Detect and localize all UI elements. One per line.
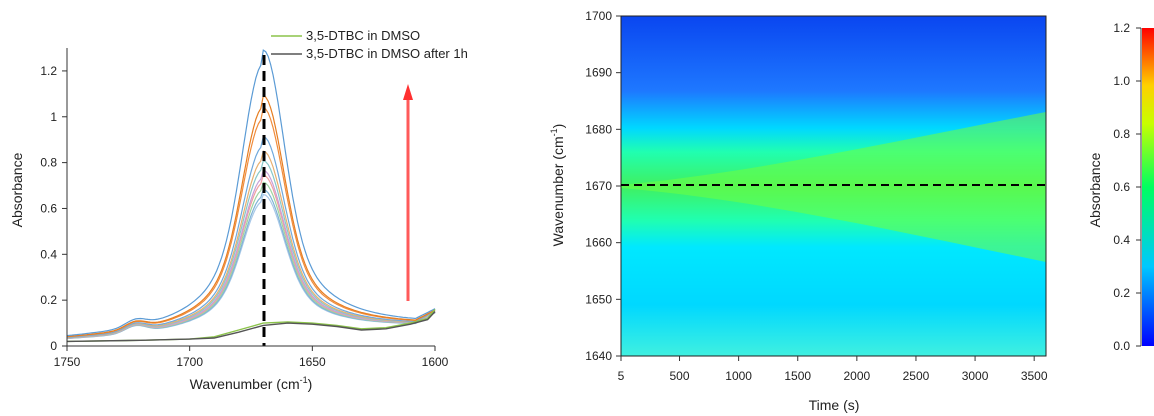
c1-x-tick-label: 1650	[299, 355, 326, 369]
c2-y-ticks: 1640 1650 1660 1670 1680 1690 1700	[585, 9, 621, 363]
colorbar-tick-label: 0.4	[1113, 233, 1130, 247]
c2-x-tick-label: 2500	[903, 369, 930, 383]
spectra-chart: 1750 1700 1650 1600 0 0.2 0.4 0.6 0.8 1 1.2 Waven…	[9, 28, 468, 392]
c1-legend: 3,5-DTBC in DMSO 3,5-DTBC in DMSO after …	[271, 28, 468, 61]
c2-x-tick-label: 1000	[725, 369, 752, 383]
kinetic-spectrum-line	[66, 49, 436, 337]
colorbar-ticks: 0.0 0.2 0.4 0.6 0.8 1.0 1.2	[1113, 21, 1141, 353]
spectra-series-group	[66, 49, 436, 343]
colorbar: 0.0 0.2 0.4 0.6 0.8 1.0 1.2 Absorbance	[1087, 21, 1154, 353]
colorbar-gradient	[1142, 28, 1154, 346]
colorbar-tick-label: 0.8	[1113, 127, 1130, 141]
c1-x-ticks: 1750 1700 1650 1600	[54, 346, 449, 369]
c2-x-tick-label: 500	[670, 369, 690, 383]
reference-series-line	[66, 311, 436, 343]
legend-label-2: 3,5-DTBC in DMSO after 1h	[306, 46, 468, 61]
c2-x-tick-label: 1500	[784, 369, 811, 383]
c2-y-axis-title: Wavenumber (cm-1)	[549, 124, 566, 247]
growth-arrow	[403, 84, 413, 301]
kinetic-spectrum-line	[66, 160, 436, 339]
c1-y-axis-title: Absorbance	[9, 152, 25, 227]
kinetic-spectrum-line	[66, 169, 436, 339]
c1-x-tick-label: 1600	[422, 355, 449, 369]
c2-x-tick-label: 3500	[1021, 369, 1048, 383]
colorbar-tick-label: 0.6	[1113, 180, 1130, 194]
kinetic-spectrum-line	[66, 94, 436, 338]
c2-y-tick-label: 1690	[585, 66, 612, 80]
c2-y-tick-label: 1660	[585, 236, 612, 250]
c2-x-ticks: 5 500 1000 1500 2000 2500 3000 3500	[618, 356, 1048, 383]
c1-y-tick-label: 1.2	[40, 64, 57, 78]
c1-y-tick-label: 0.8	[40, 156, 57, 170]
colorbar-tick-label: 0.0	[1113, 339, 1130, 353]
c1-x-tick-label: 1750	[54, 355, 81, 369]
colorbar-tick-label: 1.2	[1113, 21, 1130, 35]
c1-y-tick-label: 0	[50, 339, 57, 353]
c1-y-tick-label: 0.2	[40, 293, 57, 307]
c2-x-tick-label: 5	[618, 369, 625, 383]
legend-label-1: 3,5-DTBC in DMSO	[306, 28, 420, 43]
c2-y-tick-label: 1670	[585, 179, 612, 193]
c2-x-tick-label: 3000	[962, 369, 989, 383]
c1-x-axis-title: Wavenumber (cm-1)	[190, 375, 313, 392]
kinetic-spectrum-line	[66, 135, 436, 338]
heatmap-chart: 5 500 1000 1500 2000 2500 3000 3500 1640 1650 166…	[549, 9, 1048, 413]
c1-x-tick-label: 1700	[176, 355, 203, 369]
colorbar-title: Absorbance	[1087, 152, 1103, 227]
kinetic-spectrum-line	[66, 150, 436, 339]
c1-y-tick-label: 1	[50, 110, 57, 124]
c2-y-tick-label: 1650	[585, 292, 612, 306]
c2-y-tick-label: 1640	[585, 349, 612, 363]
colorbar-tick-label: 1.0	[1113, 74, 1130, 88]
c2-x-tick-label: 2000	[843, 369, 870, 383]
kinetic-spectrum-line	[66, 181, 436, 339]
c1-y-ticks: 0 0.2 0.4 0.6 0.8 1 1.2	[40, 64, 67, 353]
c2-y-tick-label: 1680	[585, 122, 612, 136]
c1-y-tick-label: 0.6	[40, 201, 57, 215]
colorbar-tick-label: 0.2	[1113, 286, 1130, 300]
kinetic-spectrum-line	[66, 106, 436, 338]
c2-y-tick-label: 1700	[585, 9, 612, 23]
c2-x-axis-title: Time (s)	[809, 397, 860, 413]
heatmap-hotspot	[866, 123, 1046, 247]
c1-y-tick-label: 0.4	[40, 247, 57, 261]
